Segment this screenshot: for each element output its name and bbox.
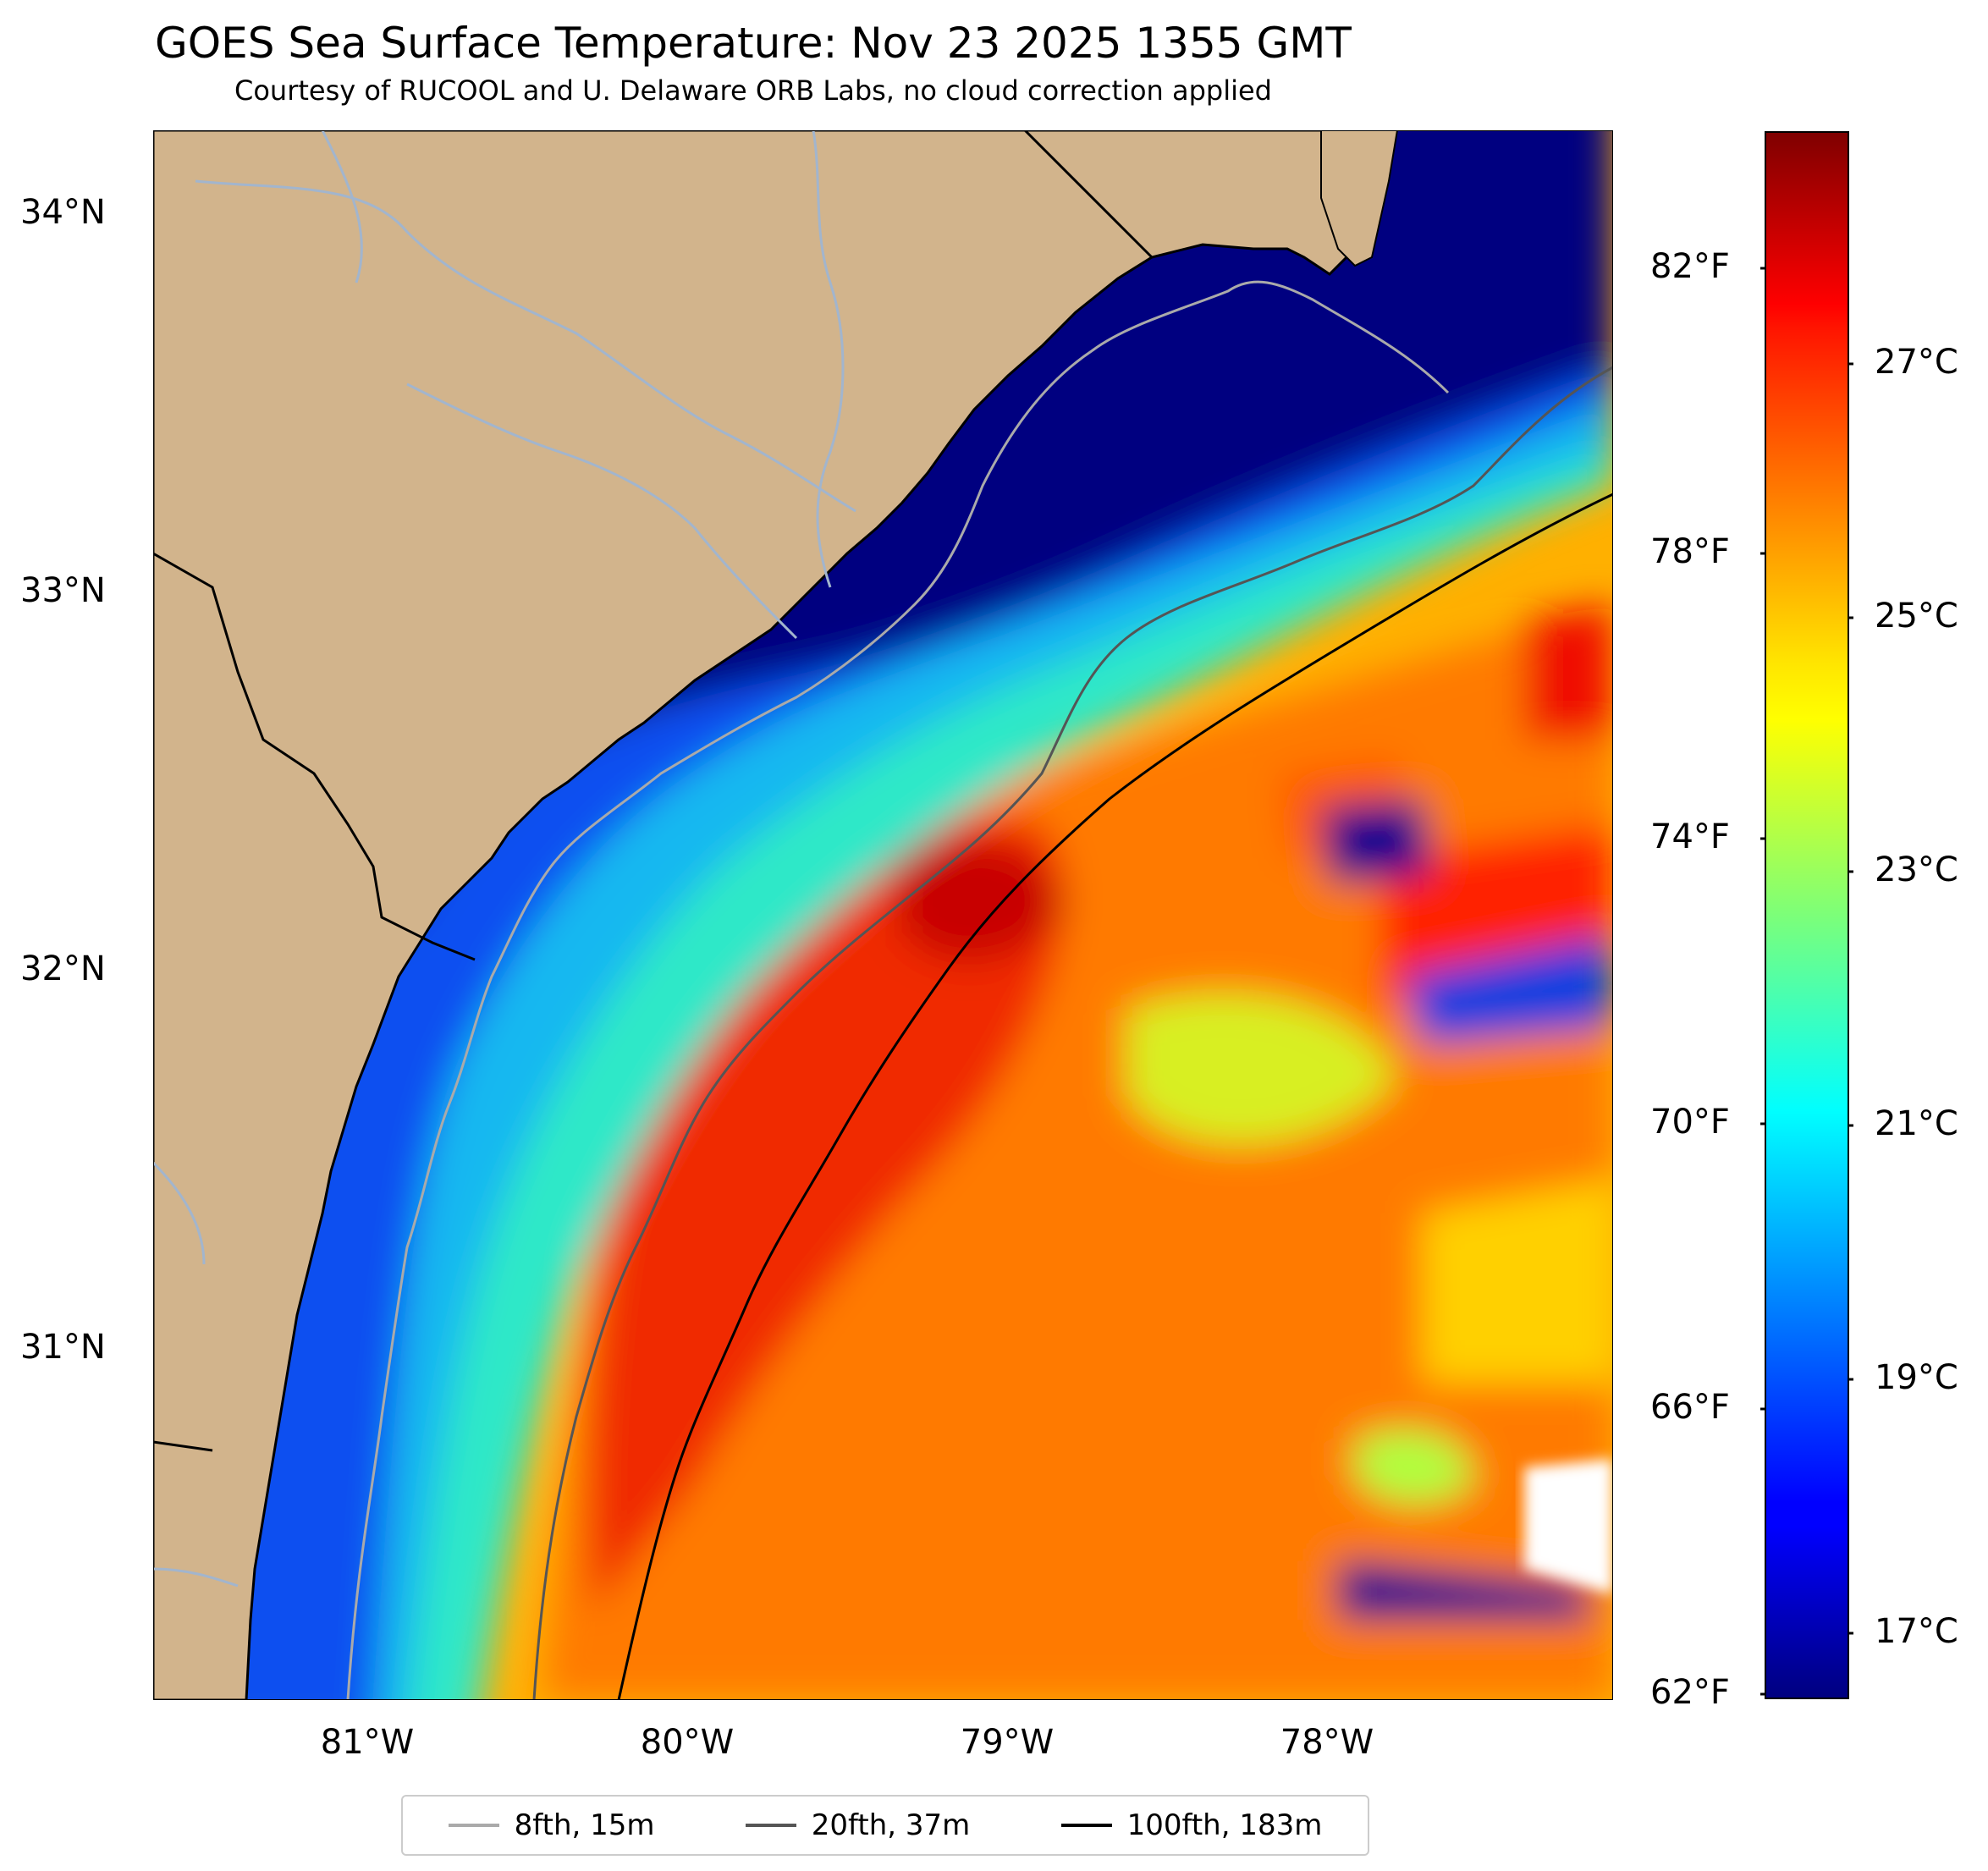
cbar-c-23: 23°C — [1875, 850, 1958, 889]
legend-label-8fth: 8fth, 15m — [514, 1808, 655, 1842]
cbar-f-70: 70°F — [1650, 1103, 1730, 1142]
lon-label-81w: 81°W — [320, 1723, 415, 1762]
legend-label-100fth: 100fth, 183m — [1126, 1808, 1323, 1842]
rivers — [153, 130, 856, 1588]
cbar-f-62: 62°F — [1650, 1673, 1730, 1712]
isobath-20fth — [532, 366, 1613, 1700]
cbar-f-74: 74°F — [1650, 817, 1730, 856]
legend-swatch-8fth — [448, 1824, 499, 1827]
isobath-legend: 8fth, 15m 20fth, 37m 100fth, 183m — [401, 1795, 1369, 1856]
cbar-c-19: 19°C — [1875, 1358, 1958, 1397]
colorbar-ticks — [1760, 267, 1853, 1696]
lon-label-78w: 78°W — [1280, 1723, 1374, 1762]
map-subtitle: Courtesy of RUCOOL and U. Delaware ORB L… — [234, 74, 1272, 107]
isobath-100fth — [617, 493, 1613, 1700]
colorbar — [1760, 131, 1853, 1699]
sst-map[interactable] — [153, 130, 1613, 1700]
legend-swatch-20fth — [745, 1824, 796, 1827]
cbar-f-78: 78°F — [1650, 532, 1730, 571]
lon-label-80w: 80°W — [640, 1723, 735, 1762]
legend-swatch-100fth — [1060, 1824, 1112, 1827]
cbar-c-17: 17°C — [1875, 1612, 1958, 1651]
cbar-f-66: 66°F — [1650, 1388, 1730, 1427]
legend-item-20fth: 20fth, 37m — [745, 1808, 971, 1842]
lon-label-79w: 79°W — [960, 1723, 1055, 1762]
isobath-8fth — [346, 280, 1450, 1700]
legend-item-8fth: 8fth, 15m — [448, 1808, 655, 1842]
cbar-c-21: 21°C — [1875, 1104, 1958, 1143]
map-title: GOES Sea Surface Temperature: Nov 23 202… — [155, 19, 1352, 68]
lat-label-33n: 33°N — [20, 571, 106, 610]
lat-label-32n: 32°N — [20, 949, 106, 988]
land-cape — [1320, 130, 1399, 267]
land — [153, 130, 1390, 1700]
cbar-f-82: 82°F — [1650, 247, 1730, 286]
legend-item-100fth: 100fth, 183m — [1060, 1808, 1323, 1842]
legend-label-20fth: 20fth, 37m — [811, 1808, 971, 1842]
state-borders — [153, 130, 1154, 1452]
cloud-patch — [1524, 1459, 1613, 1594]
cbar-c-27: 27°C — [1875, 343, 1958, 382]
lat-label-31n: 31°N — [20, 1328, 106, 1367]
cbar-c-25: 25°C — [1875, 597, 1958, 636]
lat-label-34n: 34°N — [20, 193, 106, 232]
